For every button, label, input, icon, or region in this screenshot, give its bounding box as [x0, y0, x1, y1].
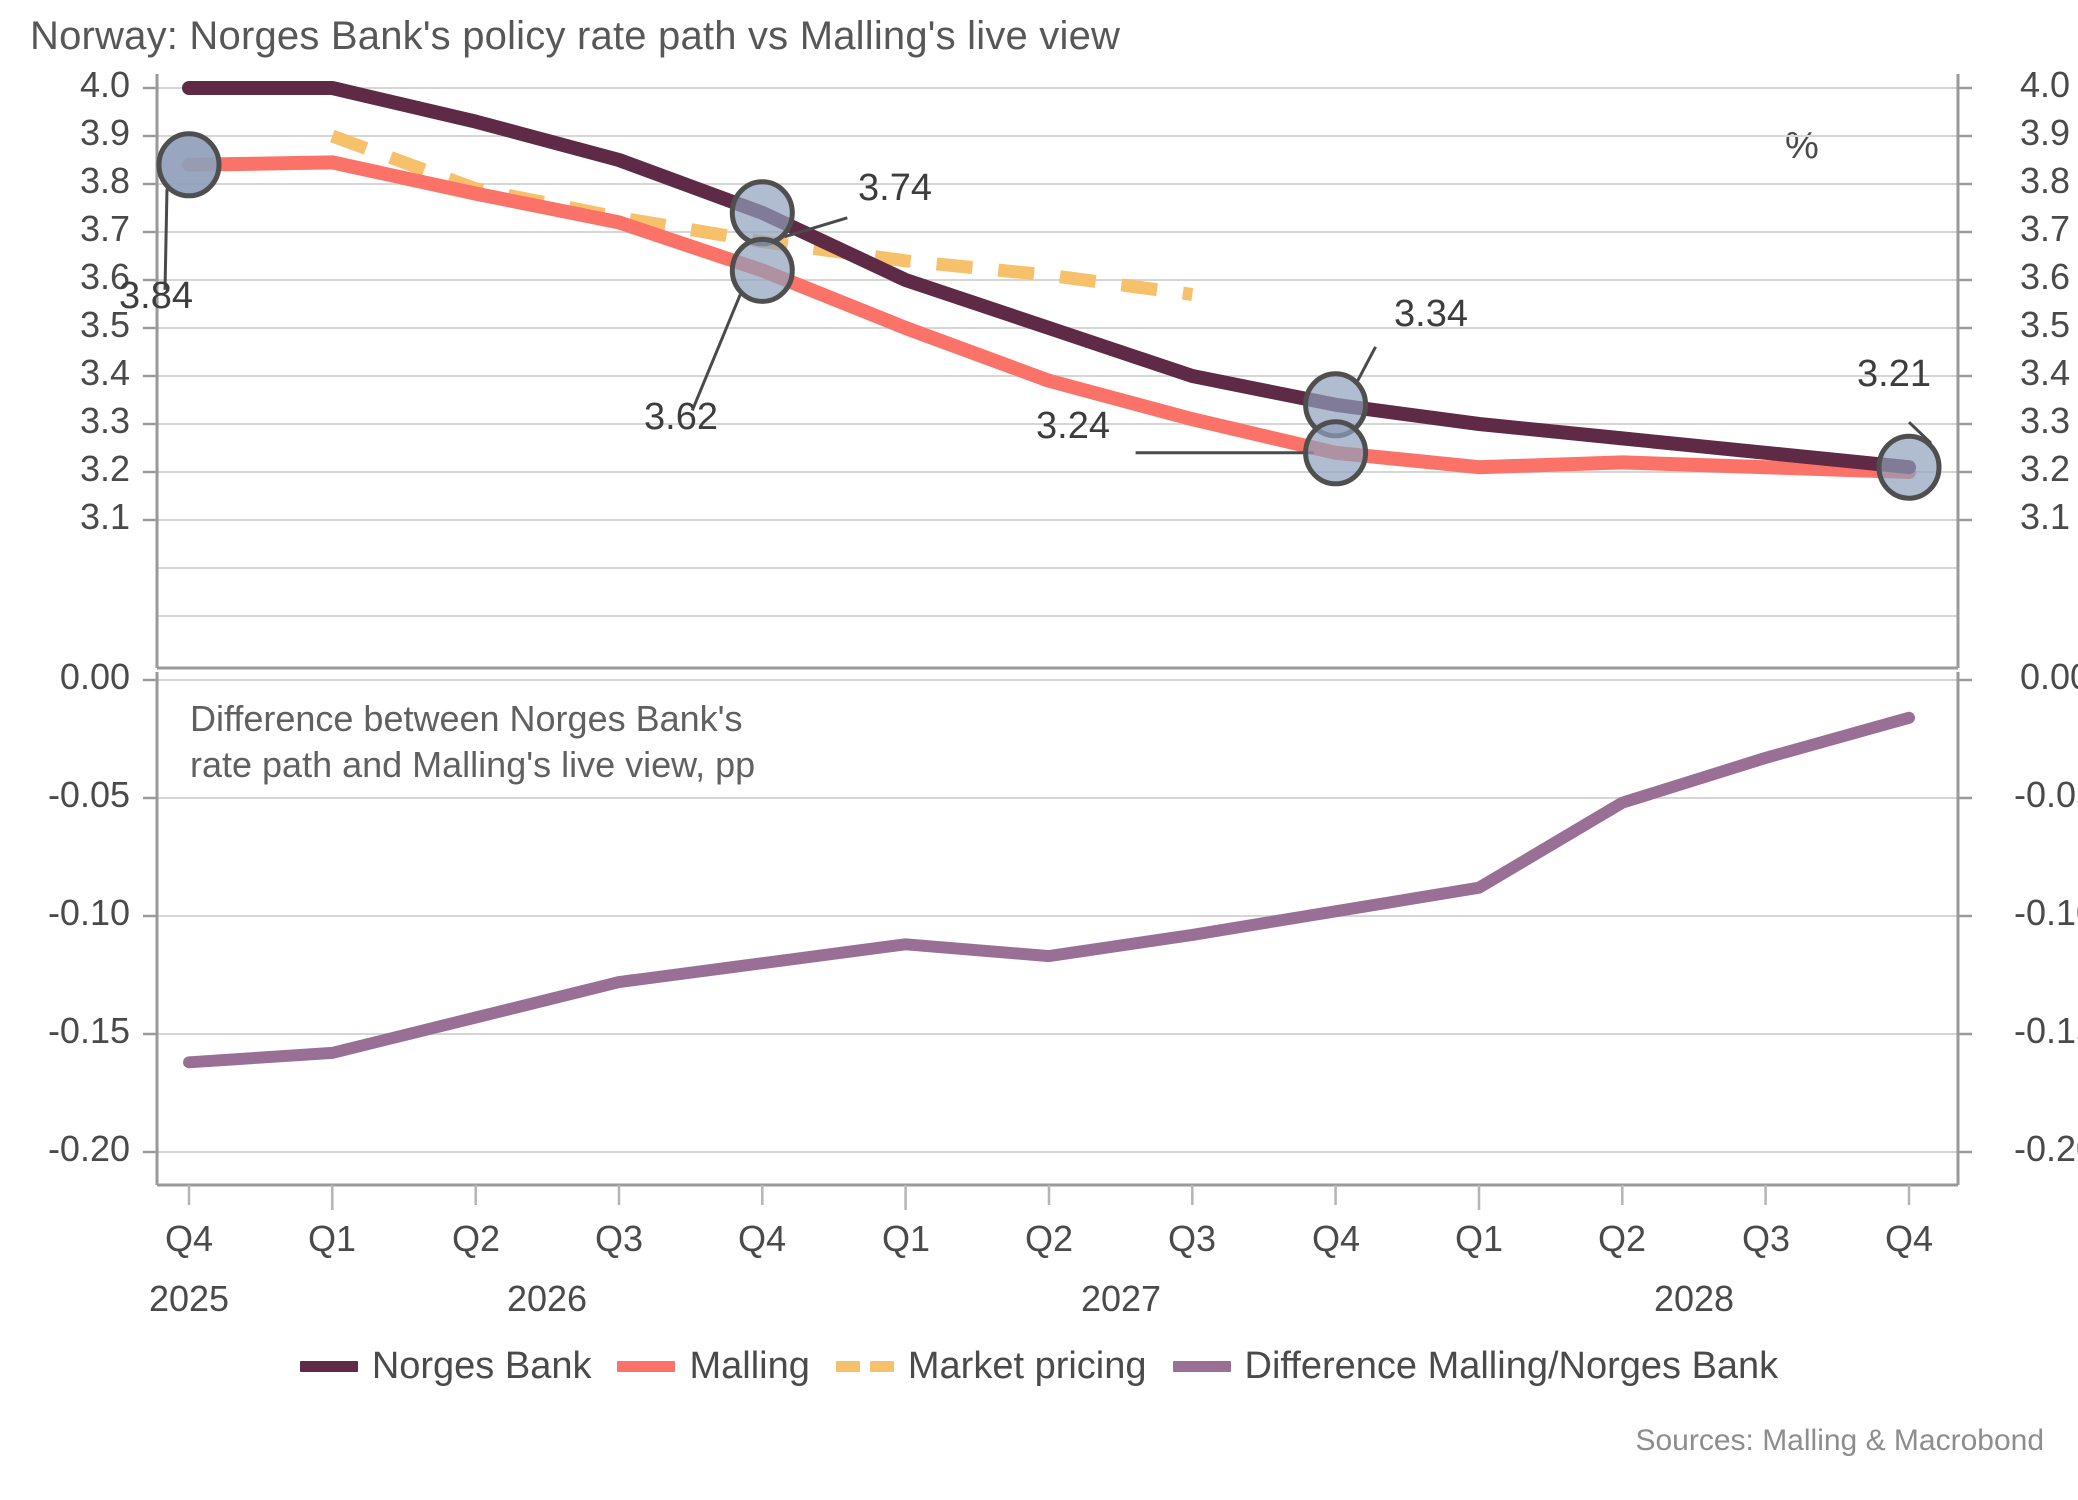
annotation-leaders	[163, 188, 1933, 455]
ytick-left-3-7: 3.7	[79, 208, 130, 249]
data-label-3-21: 3.21	[1857, 353, 1931, 395]
legend-swatch-norges-bank	[299, 1361, 358, 1372]
ytick-left-m0-05: -0.05	[47, 774, 130, 815]
marker-3-74	[729, 179, 795, 247]
marker-3-24	[1303, 419, 1369, 487]
ytick-right-3-7: 3.7	[2019, 208, 2071, 249]
ytick-right-3-8: 3.8	[2019, 160, 2071, 201]
ytick-right-m0-15: -0.15	[2013, 1010, 2078, 1051]
series-difference-path	[183, 711, 1915, 1069]
marker-3-21	[1876, 433, 1942, 501]
ytick-right-3-5: 3.5	[2019, 304, 2071, 345]
marker-3-62	[729, 236, 795, 304]
lower-panel-gridlines	[157, 679, 1958, 1153]
lower-panel-note-line2: rate path and Malling's live view, pp	[190, 744, 756, 786]
ytick-left-3-1: 3.1	[79, 496, 130, 537]
xtick-q-10: Q2	[1597, 1218, 1647, 1259]
lower-panel-note: Difference between Norges Bank's rate pa…	[190, 696, 755, 788]
ytick-right-3-9: 3.9	[2019, 112, 2071, 153]
ytick-left-3-8: 3.8	[79, 160, 130, 201]
top-panel-ticks	[143, 86, 1972, 522]
ytick-left-3-6: 3.6	[79, 256, 130, 297]
xtick-year-2026: 2026	[506, 1278, 588, 1319]
ytick-left-3-3: 3.3	[79, 400, 130, 441]
legend-label-malling: Malling	[689, 1345, 810, 1387]
legend-item-malling[interactable]: Malling	[617, 1345, 810, 1388]
legend-label-difference: Difference Malling/Norges Bank	[1244, 1345, 1779, 1387]
xtick-q-6: Q2	[1024, 1218, 1074, 1259]
xtick-year-2025: 2025	[148, 1278, 230, 1319]
ytick-left-m0-20: -0.20	[47, 1128, 130, 1169]
xtick-q-0: Q4	[164, 1218, 214, 1259]
xtick-year-2027: 2027	[1080, 1278, 1162, 1319]
xtick-q-8: Q4	[1311, 1218, 1361, 1259]
xtick-q-4: Q4	[737, 1218, 787, 1259]
legend-item-norges-bank[interactable]: Norges Bank	[299, 1345, 592, 1388]
ytick-left-3-5: 3.5	[79, 304, 130, 345]
legend-item-market-pricing[interactable]: Market pricing	[835, 1345, 1147, 1388]
ytick-right-3-4: 3.4	[2019, 352, 2071, 393]
xtick-q-9: Q1	[1454, 1218, 1504, 1259]
lower-panel-axis-lines	[155, 672, 1960, 1187]
data-label-3-84: 3.84	[119, 275, 193, 317]
series-norges-bank	[182, 81, 1916, 475]
chart-legend: Norges Bank Malling Market pricing Diffe…	[0, 1345, 2078, 1388]
xtick-q-1: Q1	[307, 1218, 357, 1259]
legend-label-market-pricing: Market pricing	[907, 1345, 1147, 1387]
ytick-right-3-2: 3.2	[2019, 448, 2071, 489]
legend-swatch-malling	[617, 1361, 676, 1372]
sources-note: Sources: Malling & Macrobond	[1635, 1424, 2044, 1457]
series-malling	[182, 155, 1916, 479]
top-panel-axis-lines	[155, 74, 1960, 670]
data-label-3-24: 3.24	[1036, 405, 1110, 447]
ytick-left-0-00: 0.00	[59, 656, 130, 697]
ytick-right-3-3: 3.3	[2019, 400, 2071, 441]
unit-label: %	[1785, 125, 1819, 167]
xtick-q-3: Q3	[594, 1218, 644, 1259]
ytick-right-3-6: 3.6	[2019, 256, 2071, 297]
ytick-left-3-4: 3.4	[79, 352, 130, 393]
xtick-q-7: Q3	[1167, 1218, 1217, 1259]
data-markers	[156, 131, 1942, 501]
data-label-3-74: 3.74	[858, 167, 932, 209]
xtick-year-2028: 2028	[1653, 1278, 1735, 1319]
legend-item-difference[interactable]: Difference Malling/Norges Bank	[1172, 1345, 1779, 1388]
xtick-q-2: Q2	[451, 1218, 501, 1259]
legend-swatch-difference	[1172, 1361, 1231, 1372]
xtick-q-5: Q1	[881, 1218, 931, 1259]
data-label-3-34: 3.34	[1394, 293, 1468, 335]
page-title: Norway: Norges Bank's policy rate path v…	[30, 14, 1121, 58]
ytick-left-m0-10: -0.10	[47, 892, 130, 933]
marker-3-84	[156, 131, 222, 199]
xtick-q-12: Q4	[1884, 1218, 1934, 1259]
lower-panel-note-line1: Difference between Norges Bank's	[190, 698, 743, 739]
lower-panel-ticks	[143, 678, 1972, 1154]
ytick-right-m0-10: -0.10	[2013, 892, 2078, 933]
ytick-right-4-0: 4.0	[2019, 64, 2071, 105]
data-label-3-62: 3.62	[644, 396, 718, 438]
x-axis-quarter-ticks	[187, 1185, 1911, 1210]
legend-label-norges-bank: Norges Bank	[371, 1345, 592, 1387]
ytick-right-m0-20: -0.20	[2013, 1128, 2078, 1169]
ytick-right-3-1: 3.1	[2019, 496, 2071, 537]
legend-swatch-market-pricing	[835, 1361, 894, 1372]
ytick-left-3-9: 3.9	[79, 112, 130, 153]
ytick-right-0-00: 0.00	[2019, 656, 2078, 697]
ytick-left-4-0: 4.0	[79, 64, 130, 105]
ytick-right-m0-05: -0.05	[2013, 774, 2078, 815]
xtick-q-11: Q3	[1741, 1218, 1791, 1259]
ytick-left-3-2: 3.2	[79, 448, 130, 489]
top-panel-gridlines	[157, 87, 1958, 617]
ytick-left-m0-15: -0.15	[47, 1010, 130, 1051]
